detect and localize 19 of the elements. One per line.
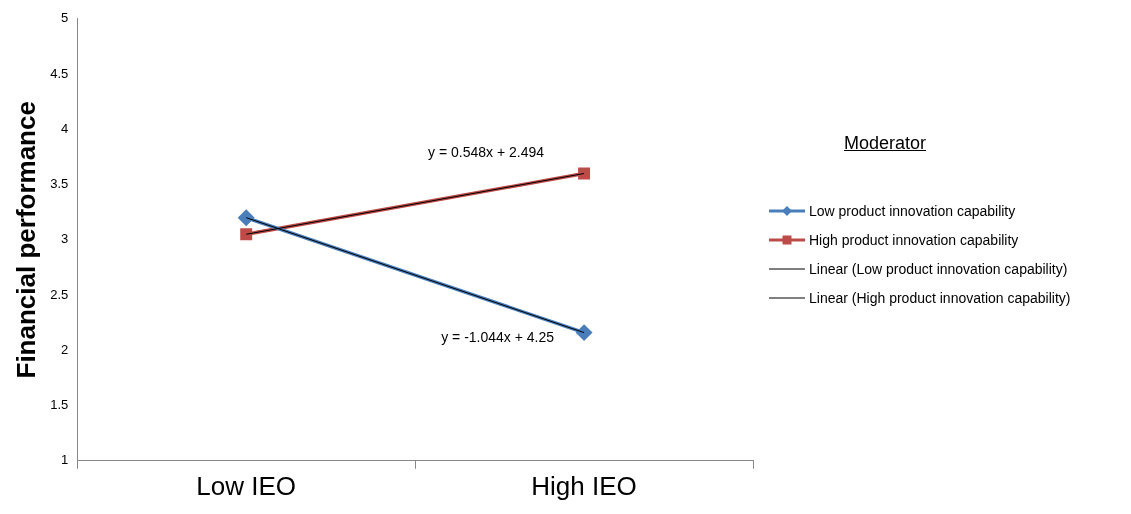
- y-tick-label: 1: [61, 452, 69, 468]
- legend-label: High product innovation capability: [809, 231, 1019, 248]
- x-tick-label: Low IEO: [196, 470, 297, 501]
- y-tick-label: 5: [61, 10, 69, 26]
- annotation: y = 0.548x + 2.494: [428, 144, 545, 161]
- annotation: y = -1.044x + 4.25: [441, 329, 555, 346]
- y-tick-label: 4.5: [50, 65, 69, 81]
- legend-label: Low product innovation capability: [809, 202, 1016, 219]
- y-tick-label: 3: [61, 231, 69, 247]
- y-tick-label: 2.5: [50, 286, 69, 302]
- x-tick-label: High IEO: [531, 470, 637, 501]
- legend-label: Linear (Low product innovation capability): [809, 260, 1068, 277]
- y-tick-label: 1.5: [50, 397, 69, 413]
- legend-label: Linear (High product innovation capability): [809, 289, 1071, 306]
- y-tick-label: 3.5: [50, 176, 69, 192]
- y-tick-label: 2: [61, 341, 69, 357]
- y-axis-title: Financial performance: [10, 101, 41, 379]
- y-tick-label: 4: [61, 120, 69, 136]
- legend-title: Moderator: [844, 133, 928, 154]
